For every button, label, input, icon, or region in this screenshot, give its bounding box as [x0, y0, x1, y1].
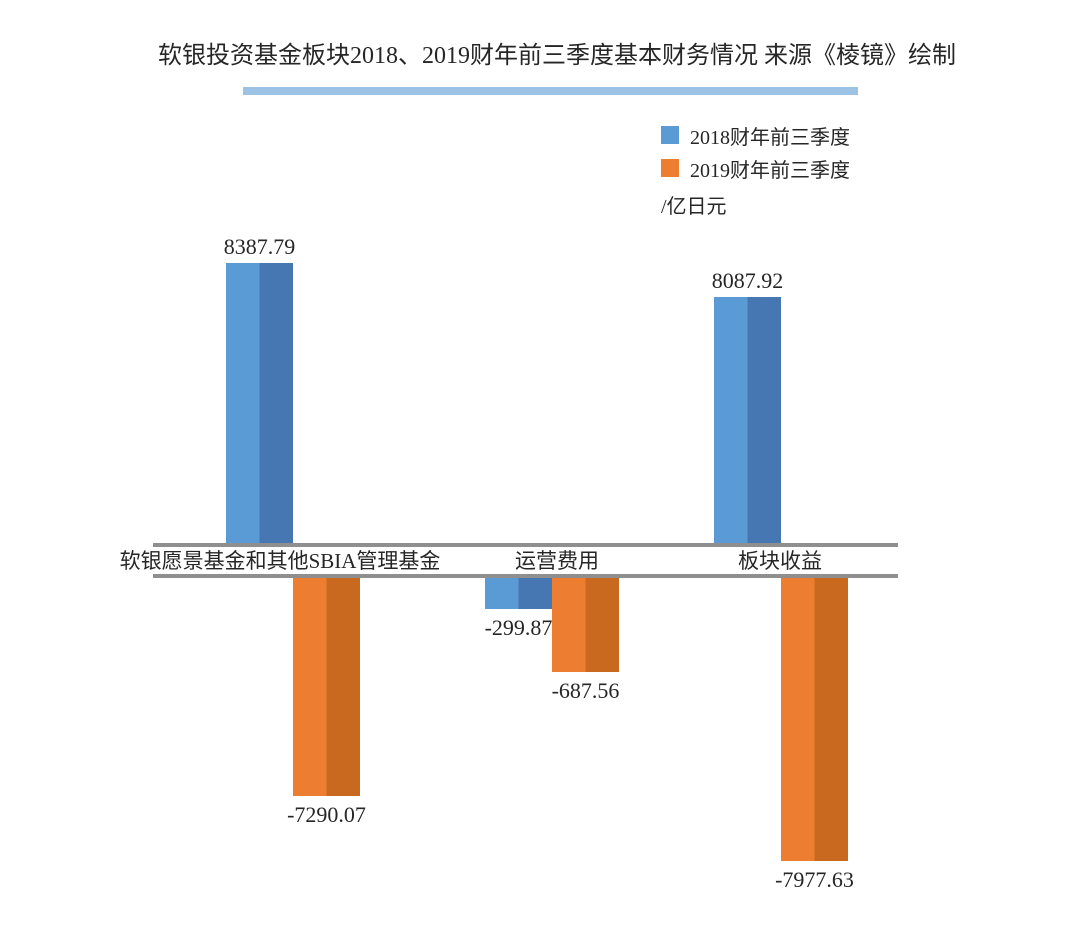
bar-s0-c0: [226, 263, 293, 543]
bar-s0-c2: [714, 297, 781, 543]
axis-line-top: [153, 543, 898, 547]
legend-label-2018: 2018财年前三季度: [690, 126, 850, 149]
legend-item-2019: 2019财年前三季度: [661, 157, 850, 182]
legend: 2018财年前三季度 2019财年前三季度 /亿日元: [661, 124, 850, 219]
bar-value-label: 8387.79: [223, 234, 296, 259]
axis-line-bottom: [153, 574, 898, 578]
bar-s1-c2: [781, 578, 848, 861]
legend-label-2019: 2019财年前三季度: [690, 159, 850, 182]
legend-swatch-2018: [661, 126, 679, 144]
bar-value-label: -7977.63: [775, 867, 854, 892]
bar-s1-c0: [293, 578, 360, 796]
axis-unit-label: /亿日元: [661, 196, 727, 218]
category-label: 板块收益: [738, 549, 822, 573]
bar-s1-c1: [552, 578, 619, 672]
bar-s0-c1: [485, 578, 552, 609]
title-underline: [243, 87, 858, 95]
bar-value-label: 8087.92: [711, 268, 784, 293]
legend-swatch-2019: [661, 159, 679, 177]
category-label: 运营费用: [515, 549, 599, 573]
bar-value-label: -299.87: [484, 615, 553, 640]
bar-value-label: -687.56: [551, 678, 620, 703]
bar-value-label: -7290.07: [287, 802, 366, 827]
legend-item-2018: 2018财年前三季度: [661, 124, 850, 149]
chart-title: 软银投资基金板块2018、2019财年前三季度基本财务情况 来源《棱镜》绘制: [158, 43, 956, 69]
category-label: 软银愿景基金和其他SBIA管理基金: [119, 549, 441, 573]
